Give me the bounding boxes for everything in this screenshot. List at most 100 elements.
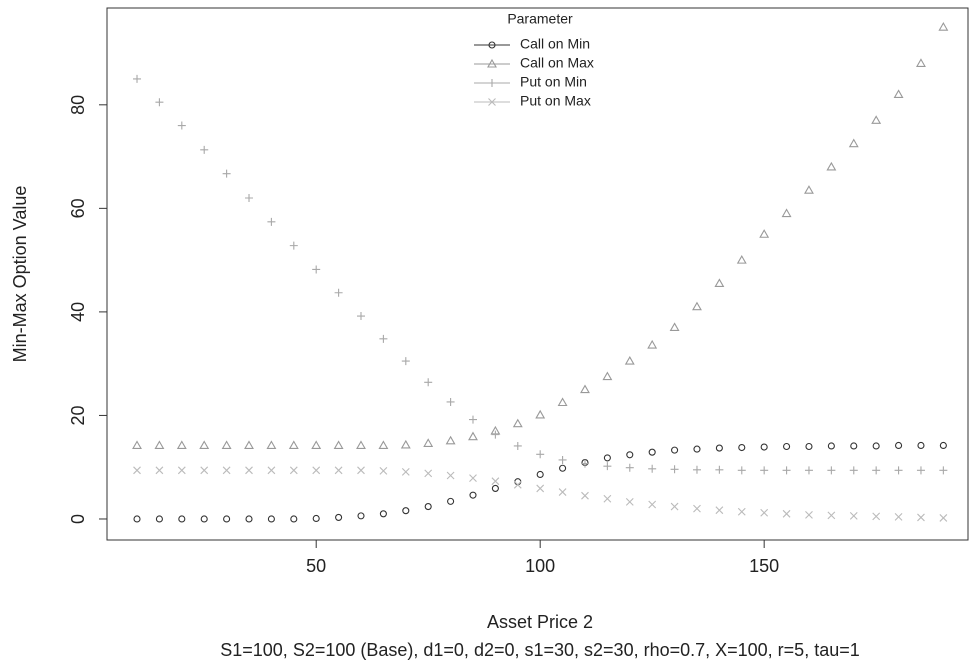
point: [245, 194, 254, 202]
point: [357, 512, 365, 520]
y-tick-label: 40: [68, 302, 88, 322]
point: [559, 464, 567, 472]
point: [155, 98, 164, 107]
point: [513, 480, 522, 489]
x-tick-label: 150: [749, 556, 779, 576]
point: [133, 515, 141, 523]
point: [760, 466, 769, 475]
point: [245, 515, 253, 523]
point: [200, 515, 208, 523]
point: [177, 121, 186, 130]
point: [491, 477, 500, 486]
point: [379, 334, 388, 343]
point: [334, 466, 343, 475]
point: [401, 467, 410, 476]
point: [200, 466, 209, 475]
caption: S1=100, S2=100 (Base), d1=0, d2=0, s1=30…: [220, 640, 860, 660]
point: [669, 322, 680, 331]
point: [826, 161, 837, 171]
legend-marker: [488, 79, 496, 87]
x-tick-label: 100: [525, 556, 555, 576]
point: [603, 494, 612, 503]
plot-frame: [106, 7, 969, 541]
point: [267, 515, 275, 523]
point: [402, 507, 410, 515]
point: [827, 511, 836, 520]
point: [155, 515, 163, 523]
point: [872, 466, 881, 475]
point: [445, 435, 456, 445]
point: [312, 265, 321, 274]
point: [848, 138, 859, 148]
point: [312, 466, 321, 475]
point: [356, 312, 365, 321]
point: [670, 465, 679, 474]
point: [781, 208, 792, 218]
point: [692, 301, 702, 311]
legend-marker: [487, 58, 497, 68]
point: [759, 229, 770, 238]
point: [805, 442, 813, 451]
point: [223, 515, 231, 523]
y-axis-label: Min-Max Option Value: [10, 186, 30, 363]
point: [491, 430, 500, 439]
point: [401, 357, 410, 366]
series: [133, 466, 948, 522]
point: [245, 466, 253, 475]
point: [266, 440, 277, 450]
point: [514, 478, 522, 486]
point: [693, 445, 701, 453]
point: [714, 278, 725, 287]
point: [378, 440, 389, 450]
point: [827, 466, 836, 475]
point: [648, 464, 657, 473]
legend-title: Parameter: [507, 11, 573, 27]
point: [535, 409, 546, 419]
point: [199, 440, 210, 450]
point: [290, 515, 298, 523]
point: [177, 466, 186, 475]
legend-label: Put on Max: [520, 93, 591, 109]
point: [288, 440, 299, 450]
point: [178, 515, 186, 523]
point: [400, 439, 411, 449]
point: [446, 397, 455, 406]
series: [133, 74, 948, 475]
point: [849, 511, 858, 520]
y-tick-label: 60: [68, 198, 88, 218]
point: [132, 440, 142, 450]
point: [312, 514, 320, 523]
point: [625, 498, 634, 506]
point: [872, 512, 881, 521]
y-tick-label: 80: [68, 95, 88, 115]
point: [133, 466, 141, 475]
point: [805, 510, 813, 519]
point: [893, 89, 904, 99]
point: [536, 470, 544, 479]
x-axis-label: Asset Price 2: [487, 612, 593, 632]
point: [423, 438, 434, 447]
point: [469, 491, 477, 499]
point: [804, 466, 813, 475]
point: [491, 484, 499, 492]
legend-marker: [488, 41, 496, 49]
point: [446, 471, 455, 480]
point: [916, 58, 926, 67]
point: [736, 255, 747, 264]
point: [715, 465, 724, 474]
point: [782, 466, 791, 475]
point: [222, 169, 231, 178]
point: [849, 466, 858, 475]
point: [558, 455, 567, 464]
point: [626, 451, 634, 459]
series: [132, 22, 949, 450]
point: [155, 466, 164, 475]
point: [916, 466, 925, 475]
point: [580, 459, 589, 468]
point: [424, 469, 433, 478]
point: [311, 440, 322, 450]
point: [917, 441, 925, 450]
point: [624, 355, 635, 365]
point: [871, 115, 882, 124]
